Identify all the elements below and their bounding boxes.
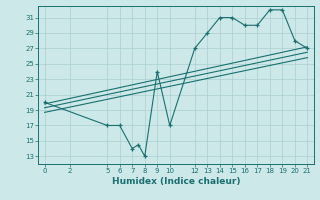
X-axis label: Humidex (Indice chaleur): Humidex (Indice chaleur)	[112, 177, 240, 186]
